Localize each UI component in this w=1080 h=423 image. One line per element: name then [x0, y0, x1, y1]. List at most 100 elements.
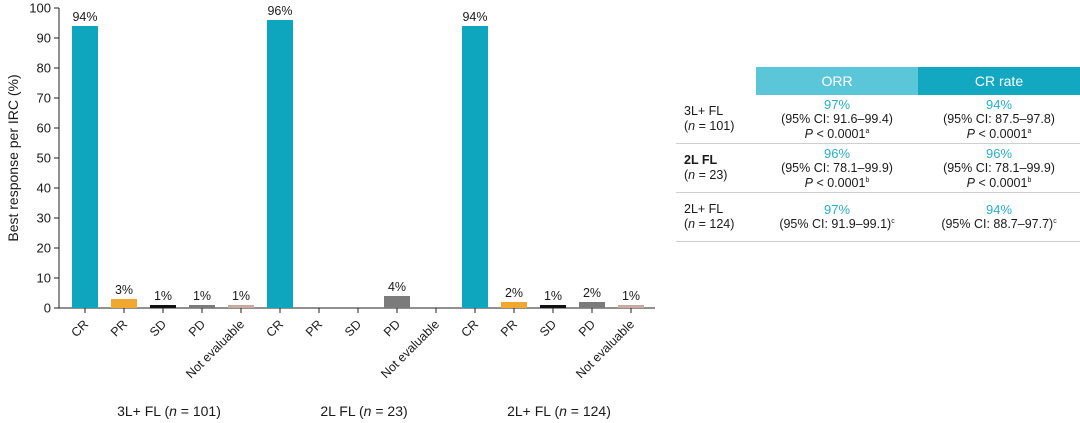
x-category-label: SD [147, 317, 169, 339]
row-label-count: = 124) [695, 217, 735, 231]
row-label-count: = 101) [695, 119, 735, 133]
p-symbol: P [804, 126, 813, 141]
bar-sd [540, 305, 566, 308]
row-label-n: n [688, 217, 696, 231]
bar-pd [189, 305, 215, 308]
row-label-count: = 23) [695, 168, 728, 182]
header-cr-rate: CR rate [918, 67, 1080, 95]
y-tick-label: 30 [37, 211, 51, 226]
data-label: 94% [462, 10, 487, 24]
cr-ci: (95% CI: 87.5–97.8) [943, 111, 1055, 126]
table-header: ORR CR rate [756, 67, 1080, 95]
row-label-line1: 3L+ FL [684, 104, 724, 118]
group-label: 2L+ FL (n = 124) [507, 403, 611, 419]
bar-pd [579, 302, 605, 308]
y-tick-label: 0 [44, 301, 51, 316]
bar-cr [462, 26, 488, 308]
header-orr: ORR [756, 67, 918, 95]
data-label: 3% [115, 283, 133, 297]
bar-not-evaluable [228, 305, 254, 308]
data-label: 96% [267, 4, 292, 18]
row-label: 2L FL (n = 23) [676, 153, 756, 183]
cr-ci: (95% CI: 78.1–99.9) [943, 160, 1055, 175]
table-row: 3L+ FL (n = 101) 97% (95% CI: 91.6–99.4)… [676, 95, 1080, 144]
x-category-label: CR [458, 317, 481, 340]
bar-pr [111, 299, 137, 308]
orr-ci: (95% CI: 91.9–99.1) [779, 217, 892, 231]
table-row: 2L FL (n = 23) 96% (95% CI: 78.1–99.9) P… [676, 144, 1080, 193]
cr-percent: 94% [985, 202, 1013, 217]
p-text: < 0.0001 [812, 175, 866, 190]
group-label: 2L FL (n = 23) [320, 403, 407, 419]
bar-sd [150, 305, 176, 308]
y-tick-label: 80 [37, 61, 51, 76]
orr-ci: (95% CI: 78.1–99.9) [781, 160, 893, 175]
y-tick-label: 90 [37, 31, 51, 46]
p-symbol: P [804, 175, 813, 190]
data-label: 2% [505, 286, 523, 300]
x-category-label: PR [498, 317, 520, 339]
x-category-label: PR [108, 317, 130, 339]
x-category-label: CR [68, 317, 91, 340]
data-label: 1% [154, 289, 172, 303]
x-category-label: SD [342, 317, 364, 339]
bar-cr [267, 20, 293, 308]
data-label: 94% [72, 10, 97, 24]
x-category-label: PD [576, 317, 598, 339]
bar-cr [72, 26, 98, 308]
orr-p-value: P < 0.0001a [756, 127, 918, 142]
x-category-label: PD [186, 317, 208, 339]
row-label-line2: (n = 124) [684, 217, 735, 231]
data-label: 1% [622, 289, 640, 303]
row-label-n: n [688, 119, 696, 133]
group-label: 3L+ FL (n = 101) [117, 403, 221, 419]
p-text: < 0.0001 [974, 175, 1028, 190]
orr-ci-line: (95% CI: 91.9–99.1)c [756, 217, 918, 232]
cell-orr: 96% (95% CI: 78.1–99.9) P < 0.0001b [756, 146, 918, 191]
data-label: 1% [544, 289, 562, 303]
footnote-mark: b [1027, 176, 1032, 184]
y-tick-label: 100 [29, 1, 51, 16]
y-axis-label: Best response per IRC (%) [5, 74, 21, 241]
cr-p-value: P < 0.0001b [918, 176, 1080, 191]
orr-percent: 96% [823, 145, 851, 161]
cell-cr-rate: 96% (95% CI: 78.1–99.9) P < 0.0001b [918, 146, 1080, 191]
table-row: 2L+ FL (n = 124) 97% (95% CI: 91.9–99.1)… [676, 193, 1080, 242]
x-category-label: CR [263, 317, 286, 340]
y-tick-label: 20 [37, 241, 51, 256]
data-label: 1% [193, 289, 211, 303]
x-category-label: PD [381, 317, 403, 339]
orr-percent: 97% [823, 202, 851, 217]
footnote-mark: b [865, 176, 870, 184]
cell-cr-rate: 94% (95% CI: 88.7–97.7)c [918, 202, 1080, 232]
bar-pd [384, 296, 410, 308]
data-label: 4% [388, 280, 406, 294]
orr-ci: (95% CI: 91.6–99.4) [781, 111, 893, 126]
row-label-line1: 2L FL [684, 153, 718, 167]
row-label: 3L+ FL (n = 101) [676, 104, 756, 134]
cell-orr: 97% (95% CI: 91.9–99.1)c [756, 202, 918, 232]
data-label: 2% [583, 286, 601, 300]
y-tick-label: 50 [37, 151, 51, 166]
bar-pr [501, 302, 527, 308]
data-label: 1% [232, 289, 250, 303]
cr-percent: 94% [985, 96, 1013, 112]
cr-ci: (95% CI: 88.7–97.7) [941, 217, 1054, 231]
row-label-line2: (n = 23) [684, 168, 728, 182]
cr-ci-line: (95% CI: 88.7–97.7)c [918, 217, 1080, 232]
p-text: < 0.0001 [974, 126, 1028, 141]
x-category-label: SD [537, 317, 559, 339]
cr-p-value: P < 0.0001a [918, 127, 1080, 142]
row-label-line2: (n = 101) [684, 119, 735, 133]
footnote-mark: a [1027, 127, 1032, 135]
bar-not-evaluable [618, 305, 644, 308]
row-label-line1: 2L+ FL [684, 202, 724, 216]
footnote-mark: c [1053, 217, 1057, 225]
p-symbol: P [966, 126, 975, 141]
results-table: ORR CR rate 3L+ FL (n = 101) 97% (95% CI… [676, 67, 1080, 242]
orr-percent: 97% [823, 96, 851, 112]
footnote-mark: c [891, 217, 895, 225]
x-category-label: PR [303, 317, 325, 339]
y-tick-label: 40 [37, 181, 51, 196]
p-symbol: P [966, 175, 975, 190]
